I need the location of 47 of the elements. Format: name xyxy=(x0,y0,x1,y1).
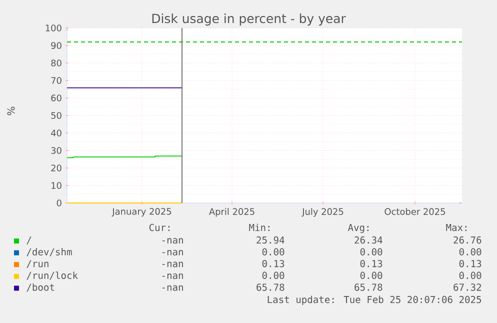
x-tick-label: July 2025 xyxy=(302,208,344,217)
y-tick-label: 20 xyxy=(51,164,62,172)
y-tick-label: 70 xyxy=(51,77,62,84)
legend-label: /run xyxy=(26,260,48,268)
y-tick-label: 40 xyxy=(51,130,62,136)
text: -nan xyxy=(162,274,183,280)
text: 0.00 xyxy=(262,248,284,256)
y-tick-label: 10 xyxy=(52,182,62,189)
text: -nan xyxy=(162,250,183,256)
text: -nan xyxy=(162,285,183,291)
legend-label: /dev/shm xyxy=(26,248,72,256)
text: 0.13 xyxy=(262,260,284,268)
text: 26.76 xyxy=(454,236,482,244)
legend-label: /run/lock xyxy=(26,272,78,280)
text: 0.00 xyxy=(360,248,382,256)
text: 26.34 xyxy=(354,236,382,244)
y-tick-label: 80 xyxy=(51,60,62,66)
text: 0.00 xyxy=(360,272,382,280)
text: 0.00 xyxy=(459,248,482,256)
legend-label: /boot xyxy=(26,283,54,292)
text: 0.00 xyxy=(262,272,284,280)
text: 67.32 xyxy=(454,284,481,291)
text: -nan xyxy=(162,262,183,268)
text: 25.94 xyxy=(256,236,284,244)
text: 65.78 xyxy=(354,284,382,291)
y-axis-title: % xyxy=(7,106,15,116)
chart-title: Disk usage in percent - by year xyxy=(152,14,346,26)
text: Last update: Tue Feb 25 20:07:06 2025 xyxy=(268,296,482,305)
legend-label: / xyxy=(26,236,32,244)
text: 65.78 xyxy=(256,284,284,291)
text: 0.00 xyxy=(459,272,482,280)
y-tick-label: 30 xyxy=(51,147,62,154)
text: Cur: xyxy=(149,224,170,232)
text: -nan xyxy=(162,238,183,244)
text: Max: xyxy=(446,224,466,232)
y-tick-label: 50 xyxy=(51,112,62,119)
y-tick-label: 60 xyxy=(51,94,62,102)
x-tick-label: October 2025 xyxy=(384,208,445,215)
text: 0.13 xyxy=(459,260,482,268)
y-tick-label: 100 xyxy=(46,24,62,32)
text: Min: xyxy=(249,224,270,231)
x-tick-label: April 2025 xyxy=(208,208,254,217)
y-tick-label: 90 xyxy=(51,42,62,49)
text: 0.13 xyxy=(360,260,382,268)
y-tick-label: 0 xyxy=(56,200,62,206)
text: Avg: xyxy=(348,224,368,234)
x-tick-label: January 2025 xyxy=(112,208,172,217)
